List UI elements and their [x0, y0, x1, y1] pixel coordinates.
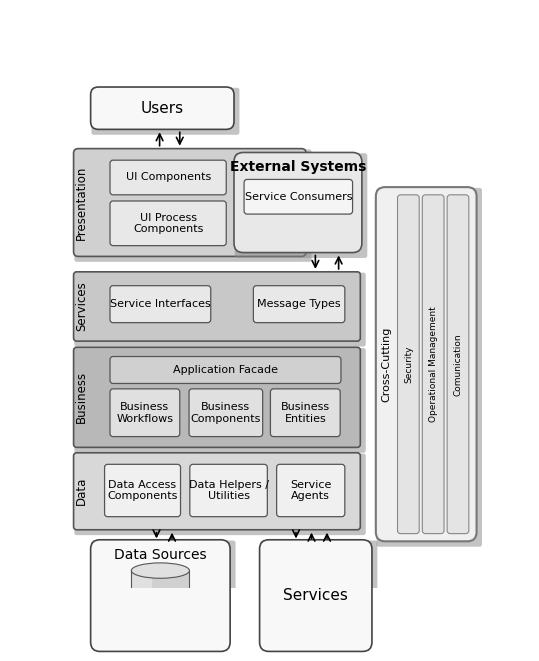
FancyBboxPatch shape [74, 453, 366, 535]
FancyBboxPatch shape [92, 88, 239, 135]
Text: Comunication: Comunication [453, 333, 462, 395]
FancyBboxPatch shape [92, 541, 236, 657]
FancyBboxPatch shape [74, 272, 366, 346]
FancyBboxPatch shape [74, 272, 361, 341]
FancyBboxPatch shape [376, 187, 476, 541]
Text: Services: Services [284, 588, 348, 603]
FancyBboxPatch shape [91, 87, 234, 130]
Text: Service Interfaces: Service Interfaces [110, 299, 211, 309]
FancyBboxPatch shape [74, 348, 366, 453]
Text: Application Facade: Application Facade [173, 365, 278, 375]
Text: Users: Users [141, 100, 184, 116]
Text: UI Components: UI Components [126, 173, 211, 182]
Text: Message Types: Message Types [257, 299, 341, 309]
FancyBboxPatch shape [447, 195, 469, 533]
FancyBboxPatch shape [260, 540, 372, 652]
Text: UI Process
Components: UI Process Components [133, 212, 203, 234]
Text: Service Consumers: Service Consumers [245, 192, 352, 202]
Text: Security: Security [404, 346, 413, 383]
FancyBboxPatch shape [74, 347, 361, 447]
FancyBboxPatch shape [398, 195, 419, 533]
FancyBboxPatch shape [110, 389, 179, 437]
FancyBboxPatch shape [234, 153, 362, 253]
Text: Service
Agents: Service Agents [290, 480, 331, 501]
FancyBboxPatch shape [235, 153, 367, 258]
Text: Data Access
Components: Data Access Components [107, 480, 178, 501]
FancyBboxPatch shape [91, 540, 230, 652]
FancyBboxPatch shape [110, 286, 211, 323]
FancyBboxPatch shape [74, 453, 361, 529]
FancyBboxPatch shape [423, 195, 444, 533]
Ellipse shape [132, 621, 189, 636]
FancyBboxPatch shape [190, 464, 267, 517]
Text: Business: Business [75, 371, 88, 424]
Text: Services: Services [75, 282, 88, 331]
FancyBboxPatch shape [244, 179, 353, 214]
FancyBboxPatch shape [110, 160, 226, 195]
FancyBboxPatch shape [377, 188, 482, 547]
FancyBboxPatch shape [105, 464, 181, 517]
Text: Data: Data [75, 477, 88, 506]
FancyBboxPatch shape [110, 201, 226, 246]
FancyBboxPatch shape [74, 149, 312, 262]
FancyBboxPatch shape [260, 541, 377, 657]
FancyBboxPatch shape [74, 149, 306, 256]
Text: Business
Workflows: Business Workflows [116, 402, 174, 424]
Bar [132, 570, 151, 629]
Text: Business
Entities: Business Entities [281, 402, 330, 424]
FancyBboxPatch shape [253, 286, 345, 323]
Bar [132, 570, 189, 629]
Text: Presentation: Presentation [75, 165, 88, 240]
Text: Operational Management: Operational Management [429, 306, 438, 422]
Text: Cross-Cutting: Cross-Cutting [382, 327, 392, 402]
Text: Data Sources: Data Sources [114, 548, 206, 562]
FancyBboxPatch shape [110, 356, 341, 383]
FancyBboxPatch shape [277, 464, 345, 517]
Ellipse shape [132, 563, 189, 578]
Text: Business
Components: Business Components [191, 402, 261, 424]
Text: Data Helpers /
Utilities: Data Helpers / Utilities [189, 480, 268, 501]
Text: External Systems: External Systems [230, 161, 366, 175]
FancyBboxPatch shape [189, 389, 262, 437]
FancyBboxPatch shape [271, 389, 340, 437]
